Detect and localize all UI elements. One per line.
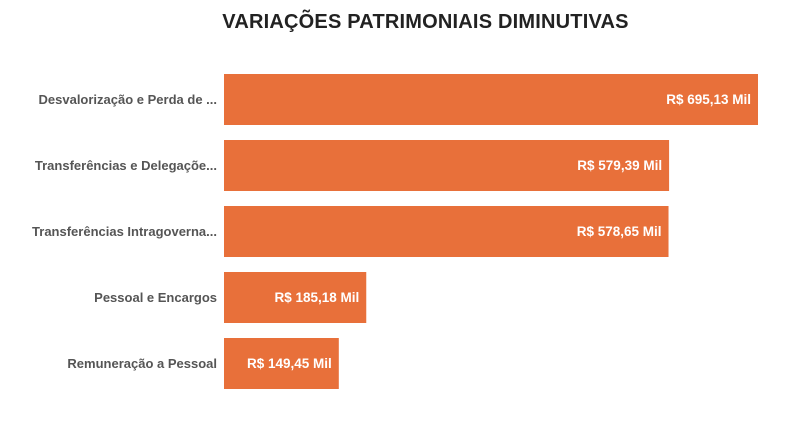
bar[interactable]: [224, 338, 339, 389]
category-label: Transferências Intragoverna...: [32, 224, 217, 239]
category-label: Transferências e Delegaçõe...: [35, 158, 217, 173]
bar[interactable]: [224, 272, 367, 323]
value-label: R$ 185,18 Mil: [274, 290, 359, 305]
bar[interactable]: [224, 140, 670, 191]
category-label: Pessoal e Encargos: [94, 290, 217, 305]
value-label: R$ 695,13 Mil: [666, 92, 751, 107]
value-label: R$ 578,65 Mil: [577, 224, 662, 239]
value-label: R$ 579,39 Mil: [577, 158, 662, 173]
value-label: R$ 149,45 Mil: [247, 356, 332, 371]
category-label: Remuneração a Pessoal: [67, 356, 217, 371]
chart-title: VARIAÇÕES PATRIMONIAIS DIMINUTIVAS: [222, 11, 629, 33]
category-label: Desvalorização e Perda de ...: [39, 92, 217, 107]
bar[interactable]: [224, 74, 758, 125]
bar[interactable]: [224, 206, 669, 257]
